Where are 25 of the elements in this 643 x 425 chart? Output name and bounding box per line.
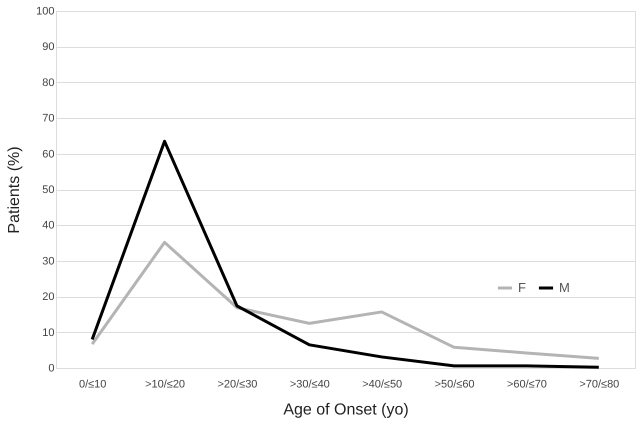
y-tick-label: 30 [42,255,54,268]
x-tick-label: >10/≤20 [145,378,186,390]
y-tick-label: 80 [42,76,54,89]
x-tick-label: >30/≤40 [290,378,330,390]
legend-label: M [559,280,570,295]
x-tick-label: >70/≤80 [579,378,620,390]
y-tick-label: 70 [42,112,54,125]
x-tick-label: >40/≤50 [362,378,402,390]
y-tick-label: 20 [42,291,54,304]
line-series [90,240,600,360]
y-tick-label: 100 [36,6,54,18]
y-tick-label: 10 [42,326,54,339]
y-tick-label: 0 [48,362,54,374]
x-axis-title: Age of Onset (yo) [283,402,409,418]
line-series [90,140,600,369]
legend-label: F [518,280,526,295]
x-tick-label: 0/≤10 [78,378,106,390]
y-tick-label: 50 [42,184,54,196]
x-tick-label: >50/≤60 [434,378,475,390]
y-axis-title: Patients (%) [6,146,24,234]
x-tick-label: >20/≤30 [217,378,258,390]
x-tick-label: >60/≤70 [506,378,547,390]
y-tick-label: 60 [42,148,54,160]
y-tick-label: 90 [42,41,54,54]
y-tick-label: 40 [42,220,54,232]
